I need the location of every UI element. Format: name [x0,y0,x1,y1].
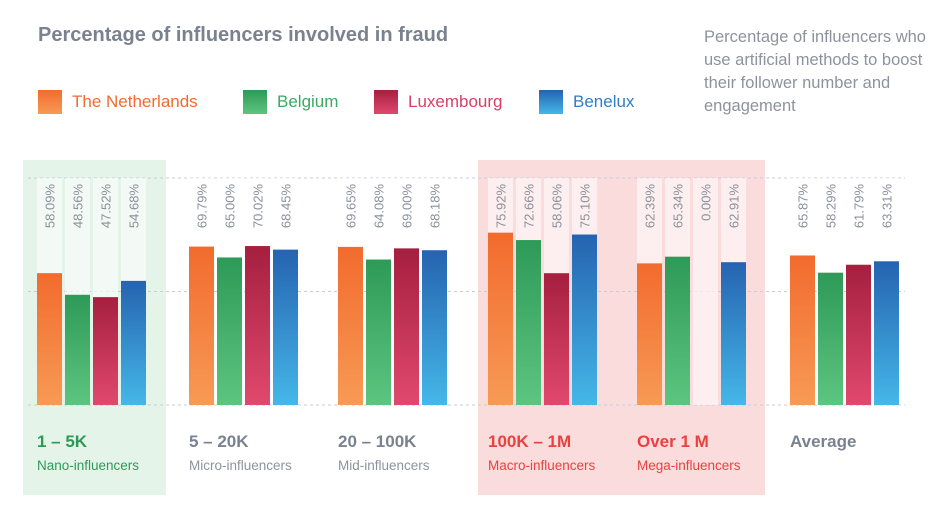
legend-item-belgium: Belgium [243,90,338,114]
bar-benelux-0 [121,280,146,405]
category-label: 5 – 20K [189,432,249,451]
value-label-the-netherlands-3: 75.92% [494,184,509,229]
value-label-belgium-4: 65.34% [671,184,686,229]
legend-item-netherlands: The Netherlands [38,90,198,114]
value-label-luxembourg-4: 0.00% [699,184,714,221]
legend-label: The Netherlands [72,92,198,111]
bar-benelux-2 [422,250,447,405]
value-label-benelux-4: 62.91% [727,184,742,229]
value-label-belgium-3: 72.66% [522,184,537,229]
legend-label: Luxembourg [408,92,503,111]
bar-benelux-1 [273,249,298,405]
category-label: 1 – 5K [37,432,88,451]
legend-label: Belgium [277,92,339,111]
bar-belgium-2 [366,259,391,405]
bar-benelux-5 [874,261,899,405]
bar-luxembourg-5 [846,264,871,405]
bar-the-netherlands-4 [637,263,662,405]
legend-swatch-netherlands [38,90,62,114]
bar-belgium-3 [516,240,541,405]
bar-belgium-1 [217,257,242,405]
category-label: 100K – 1M [488,432,572,451]
value-label-luxembourg-2: 69.00% [400,184,415,229]
category-label: 20 – 100K [338,432,417,451]
category-sublabel: Micro-influencers [189,458,292,473]
bar-luxembourg-3 [544,273,569,405]
value-label-belgium-0: 48.56% [71,184,86,229]
value-label-the-netherlands-4: 62.39% [643,184,658,229]
category-sublabel: Macro-influencers [488,458,596,473]
value-label-belgium-2: 64.08% [372,184,387,229]
value-label-luxembourg-3: 58.06% [550,184,565,229]
legend-label: Benelux [573,92,635,111]
value-label-belgium-1: 65.00% [223,184,238,229]
value-label-the-netherlands-1: 69.79% [195,184,210,229]
legend-swatch-benelux [539,90,563,114]
bar-the-netherlands-5 [790,255,815,405]
bar-the-netherlands-2 [338,246,363,405]
value-label-the-netherlands-2: 69.65% [344,184,359,229]
category-label: Over 1 M [637,432,709,451]
bar-belgium-4 [665,256,690,405]
legend-item-benelux: Benelux [539,90,634,114]
category-sublabel: Mega-influencers [637,458,741,473]
value-label-the-netherlands-5: 65.87% [796,184,811,229]
bar-luxembourg-2 [394,248,419,405]
value-label-the-netherlands-0: 58.09% [43,184,58,229]
value-label-belgium-5: 58.29% [824,184,839,229]
bar-the-netherlands-1 [189,246,214,405]
bar-belgium-0 [65,294,90,405]
category-label: Average [790,432,857,451]
category-sublabel: Nano-influencers [37,458,140,473]
value-label-benelux-1: 68.45% [279,184,294,229]
value-label-luxembourg-1: 70.02% [251,184,266,229]
value-label-luxembourg-5: 61.79% [852,184,867,229]
bar-the-netherlands-3 [488,232,513,405]
bar-track [693,178,718,405]
bar-benelux-3 [572,234,597,405]
bar-luxembourg-1 [245,246,270,405]
bar-benelux-4 [721,262,746,405]
bar-the-netherlands-0 [37,273,62,405]
value-label-benelux-2: 68.18% [428,184,443,229]
value-label-benelux-3: 75.10% [578,184,593,229]
bar-luxembourg-0 [93,297,118,405]
bar-belgium-5 [818,272,843,405]
value-label-benelux-5: 63.31% [880,184,895,229]
chart-title: Percentage of influencers involved in fr… [38,24,449,46]
legend-swatch-belgium [243,90,267,114]
category-sublabel: Mid-influencers [338,458,430,473]
value-label-luxembourg-0: 47.52% [99,184,114,229]
chart-subtitle: Percentage of influencers who use artifi… [704,28,926,115]
legend-item-luxembourg: Luxembourg [374,90,503,114]
value-label-benelux-0: 54.68% [127,184,142,229]
legend-swatch-luxembourg [374,90,398,114]
